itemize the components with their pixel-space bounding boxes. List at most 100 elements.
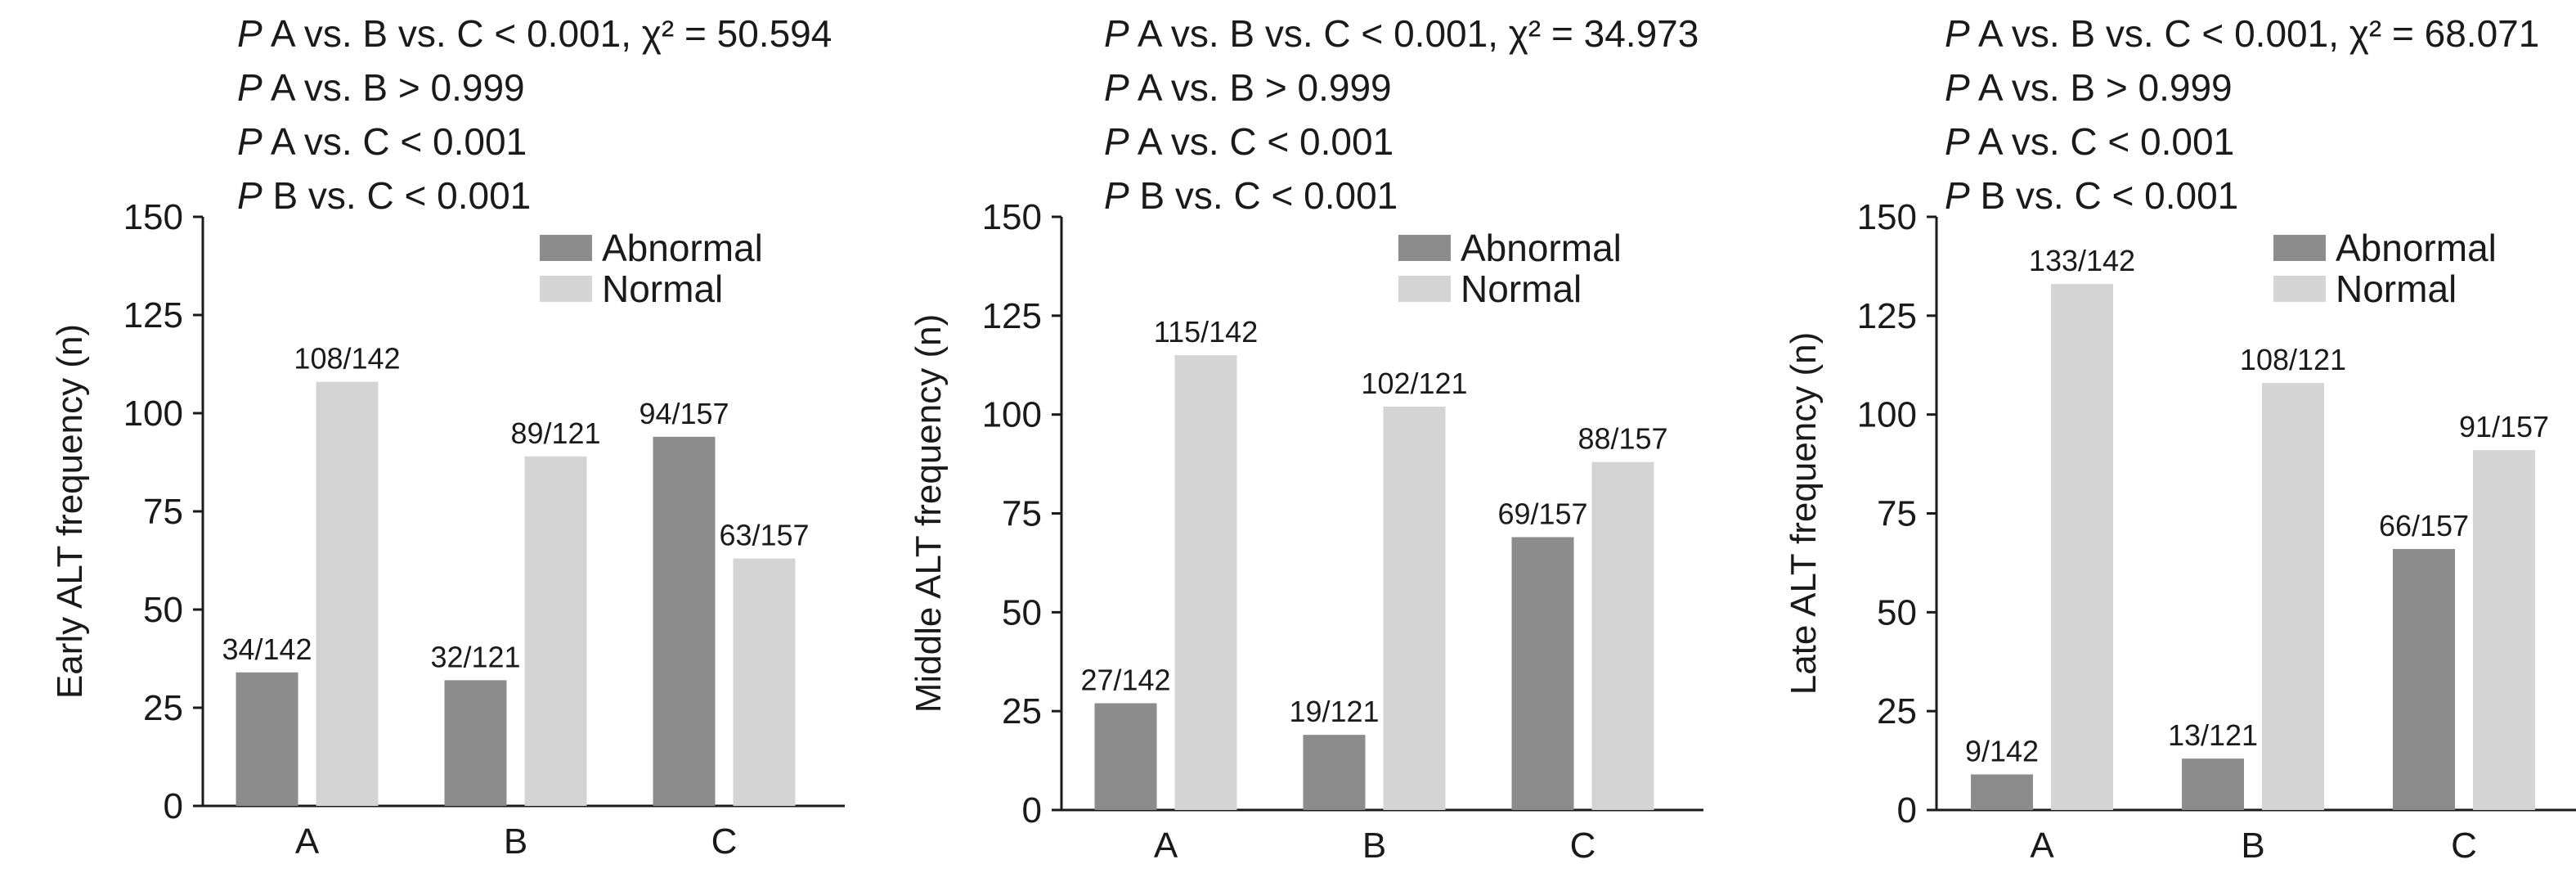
p-symbol: P: [1104, 66, 1129, 109]
p-symbol: P: [1945, 66, 1970, 109]
p-symbol: P: [1945, 12, 1970, 55]
stat-line: P B vs. C < 0.001: [1945, 169, 2539, 223]
bar-normal-a: [316, 381, 379, 807]
y-tick-label: 100: [123, 394, 183, 434]
p-symbol: P: [237, 120, 263, 163]
y-tick-label: 0: [164, 786, 183, 826]
data-label: 63/157: [719, 519, 809, 552]
p-symbol: P: [237, 66, 263, 109]
data-label: 13/121: [2168, 718, 2258, 752]
bar-normal-c: [733, 558, 796, 806]
y-axis-label: Early ALT frequency (n): [50, 324, 90, 699]
stat-text: A vs. B > 0.999: [1969, 66, 2233, 109]
p-symbol: P: [1104, 120, 1129, 163]
y-axis-label: Late ALT frequency (n): [1784, 332, 1824, 695]
chart-svg: 0 25 50 75 100 125 150 Early ALT frequency (n) 3…: [50, 197, 845, 862]
stat-line: P A vs. C < 0.001: [1104, 115, 1699, 169]
legend-item-normal: Normal: [540, 268, 763, 309]
data-label: 91/157: [2459, 410, 2549, 443]
legend-item-abnormal: Abnormal: [1398, 227, 1622, 268]
data-label: 34/142: [222, 632, 312, 666]
legend-item-normal: Normal: [2273, 268, 2497, 309]
y-tick-label: 50: [143, 590, 183, 630]
x-tick-label: A: [295, 821, 320, 862]
data-label: 115/142: [1154, 315, 1258, 349]
chart-panel-late: P A vs. B vs. C < 0.001, χ² = 68.071 P A…: [1717, 0, 2576, 873]
bar-normal-c: [2473, 450, 2535, 810]
stat-line: P A vs. B vs. C < 0.001, χ² = 34.973: [1104, 7, 1699, 61]
bar-normal-b: [524, 456, 587, 806]
chart-svg: 0 25 50 75 100 125 150 Late ALT frequency (n) 9/…: [1784, 197, 2576, 866]
x-tick-label: B: [1362, 826, 1386, 866]
y-tick-label: 150: [1857, 197, 1917, 237]
legend-label-normal: Normal: [1461, 268, 1582, 310]
y-tick-label: 150: [123, 197, 183, 237]
stat-text: A vs. B vs. C < 0.001, χ² = 50.594: [262, 12, 832, 55]
stat-text: A vs. C < 0.001: [262, 120, 527, 163]
y-axis-label: Middle ALT frequency (n): [909, 314, 949, 713]
stat-line: P B vs. C < 0.001: [1104, 169, 1699, 223]
bar-abnormal-b: [2182, 758, 2244, 810]
data-label: 89/121: [510, 416, 600, 450]
data-label: 27/142: [1080, 664, 1170, 697]
bar-abnormal-c: [1511, 537, 1574, 810]
stat-text: B vs. C < 0.001: [262, 174, 532, 217]
x-tick-label: B: [504, 821, 527, 862]
stat-line: P A vs. B > 0.999: [1945, 61, 2539, 115]
stat-line: P A vs. C < 0.001: [237, 115, 832, 169]
x-tick-label: A: [1154, 826, 1178, 866]
legend-swatch-abnormal: [2273, 235, 2326, 261]
y-tick-label: 25: [143, 688, 183, 728]
stat-line: P A vs. C < 0.001: [1945, 115, 2539, 169]
legend: Abnormal Normal: [1398, 227, 1622, 309]
stat-line: P A vs. B > 0.999: [1104, 61, 1699, 115]
legend-item-abnormal: Abnormal: [2273, 227, 2497, 268]
stats-block: P A vs. B vs. C < 0.001, χ² = 68.071 P A…: [1945, 7, 2539, 223]
x-tick-label: B: [2241, 826, 2264, 866]
legend-swatch-normal: [540, 276, 592, 302]
y-tick-label: 75: [1877, 494, 1917, 534]
stat-text: A vs. B > 0.999: [1129, 66, 1392, 109]
data-label: 133/142: [2029, 244, 2135, 277]
y-tick-label: 125: [123, 295, 183, 335]
legend-swatch-normal: [2273, 276, 2326, 302]
stat-text: A vs. C < 0.001: [1129, 120, 1394, 163]
y-tick-label: 100: [1857, 395, 1917, 435]
y-tick-label: 100: [982, 395, 1042, 435]
x-tick-label: A: [2030, 826, 2054, 866]
bar-abnormal-a: [236, 672, 298, 806]
data-label: 108/121: [2240, 343, 2346, 376]
y-tick-label: 50: [1877, 592, 1917, 632]
p-symbol: P: [1945, 174, 1970, 217]
p-symbol: P: [1104, 174, 1129, 217]
x-tick-label: C: [2451, 826, 2477, 866]
bar-abnormal-c: [2393, 549, 2455, 810]
stat-line: P A vs. B > 0.999: [237, 61, 832, 115]
p-symbol: P: [1104, 12, 1129, 55]
stat-line: P A vs. B vs. C < 0.001, χ² = 68.071: [1945, 7, 2539, 61]
chart-panel-early: P A vs. B vs. C < 0.001, χ² = 50.594 P A…: [0, 0, 859, 873]
data-label: 94/157: [639, 397, 729, 430]
data-label: 69/157: [1497, 497, 1587, 531]
p-symbol: P: [1945, 120, 1970, 163]
y-tick-label: 75: [1002, 494, 1042, 534]
stats-block: P A vs. B vs. C < 0.001, χ² = 50.594 P A…: [237, 7, 832, 223]
data-label: 19/121: [1289, 695, 1379, 728]
p-symbol: P: [237, 12, 263, 55]
y-tick-label: 75: [143, 492, 183, 532]
stat-line: P B vs. C < 0.001: [237, 169, 832, 223]
legend-label-abnormal: Abnormal: [2336, 227, 2497, 269]
y-tick-label: 150: [982, 197, 1042, 237]
y-tick-label: 125: [982, 296, 1042, 336]
stat-text: A vs. C < 0.001: [1969, 120, 2235, 163]
legend: Abnormal Normal: [2273, 227, 2497, 309]
x-tick-label: C: [711, 821, 738, 862]
y-tick-label: 25: [1877, 691, 1917, 731]
p-symbol: P: [237, 174, 263, 217]
y-tick-label: 125: [1857, 296, 1917, 336]
y-tick-label: 0: [1022, 790, 1042, 830]
legend-item-normal: Normal: [1398, 268, 1622, 309]
legend-label-normal: Normal: [2336, 268, 2457, 310]
data-label: 32/121: [430, 640, 520, 673]
bar-abnormal-b: [444, 680, 507, 806]
